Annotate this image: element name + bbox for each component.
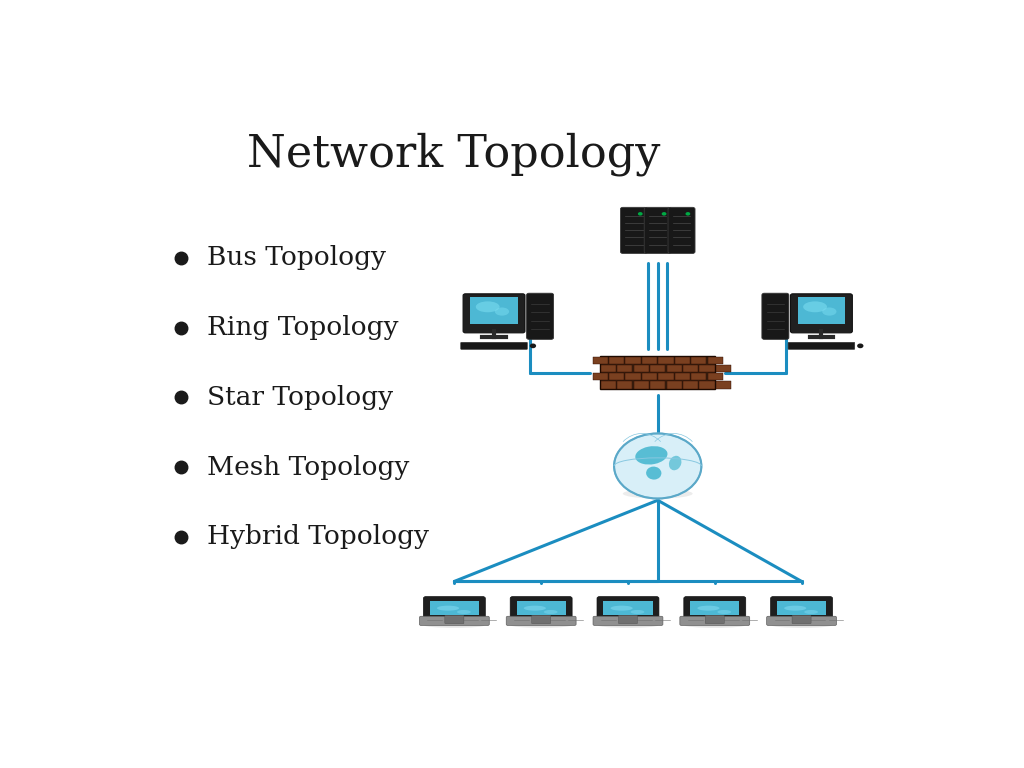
FancyBboxPatch shape — [650, 365, 666, 372]
Text: Hybrid Topology: Hybrid Topology — [207, 525, 429, 549]
FancyBboxPatch shape — [777, 601, 826, 615]
FancyBboxPatch shape — [609, 373, 625, 380]
Ellipse shape — [771, 623, 831, 627]
Ellipse shape — [476, 301, 500, 313]
FancyBboxPatch shape — [531, 615, 551, 624]
Text: Star Topology: Star Topology — [207, 385, 393, 410]
FancyBboxPatch shape — [708, 373, 723, 380]
FancyBboxPatch shape — [593, 357, 608, 364]
FancyBboxPatch shape — [423, 597, 485, 619]
Text: Network Topology: Network Topology — [247, 132, 660, 176]
FancyBboxPatch shape — [470, 296, 518, 324]
Ellipse shape — [544, 610, 558, 614]
Ellipse shape — [631, 610, 644, 614]
FancyBboxPatch shape — [601, 365, 616, 372]
FancyBboxPatch shape — [716, 365, 731, 372]
FancyBboxPatch shape — [650, 382, 666, 389]
Circle shape — [857, 343, 863, 348]
Ellipse shape — [822, 307, 837, 316]
Ellipse shape — [610, 606, 633, 611]
Circle shape — [685, 212, 690, 216]
FancyBboxPatch shape — [603, 601, 652, 615]
FancyBboxPatch shape — [642, 357, 657, 364]
Ellipse shape — [523, 606, 546, 611]
FancyBboxPatch shape — [791, 294, 852, 333]
FancyBboxPatch shape — [706, 615, 724, 624]
Circle shape — [662, 212, 667, 216]
FancyBboxPatch shape — [634, 382, 649, 389]
FancyBboxPatch shape — [642, 373, 657, 380]
FancyBboxPatch shape — [516, 601, 566, 615]
FancyBboxPatch shape — [597, 597, 658, 619]
FancyBboxPatch shape — [683, 365, 698, 372]
FancyBboxPatch shape — [771, 597, 833, 619]
FancyBboxPatch shape — [691, 373, 707, 380]
FancyBboxPatch shape — [626, 357, 641, 364]
Circle shape — [529, 343, 537, 348]
FancyBboxPatch shape — [430, 601, 479, 615]
Ellipse shape — [457, 610, 471, 614]
Ellipse shape — [803, 301, 827, 313]
Text: Ring Topology: Ring Topology — [207, 315, 399, 340]
Ellipse shape — [685, 623, 744, 627]
FancyBboxPatch shape — [788, 343, 855, 349]
FancyBboxPatch shape — [621, 207, 647, 253]
Ellipse shape — [495, 307, 509, 316]
Circle shape — [638, 212, 643, 216]
FancyBboxPatch shape — [675, 357, 690, 364]
FancyBboxPatch shape — [683, 382, 698, 389]
Text: Bus Topology: Bus Topology — [207, 245, 386, 270]
FancyBboxPatch shape — [690, 601, 739, 615]
FancyBboxPatch shape — [667, 365, 682, 372]
FancyBboxPatch shape — [617, 365, 633, 372]
FancyBboxPatch shape — [792, 615, 811, 624]
FancyBboxPatch shape — [684, 597, 745, 619]
FancyBboxPatch shape — [691, 357, 707, 364]
FancyBboxPatch shape — [699, 382, 715, 389]
Ellipse shape — [424, 623, 484, 627]
FancyBboxPatch shape — [601, 382, 616, 389]
FancyBboxPatch shape — [593, 616, 663, 625]
FancyBboxPatch shape — [526, 293, 554, 339]
Ellipse shape — [718, 610, 731, 614]
FancyBboxPatch shape — [716, 382, 731, 389]
FancyBboxPatch shape — [634, 365, 649, 372]
FancyBboxPatch shape — [626, 373, 641, 380]
Ellipse shape — [669, 455, 681, 470]
FancyBboxPatch shape — [600, 356, 715, 389]
Ellipse shape — [646, 467, 662, 479]
FancyBboxPatch shape — [708, 357, 723, 364]
FancyBboxPatch shape — [762, 293, 788, 339]
FancyBboxPatch shape — [680, 616, 750, 625]
FancyBboxPatch shape — [658, 357, 674, 364]
FancyBboxPatch shape — [617, 382, 633, 389]
FancyBboxPatch shape — [658, 373, 674, 380]
FancyBboxPatch shape — [667, 382, 682, 389]
FancyBboxPatch shape — [420, 616, 489, 625]
FancyBboxPatch shape — [618, 615, 638, 624]
Ellipse shape — [635, 446, 668, 465]
FancyBboxPatch shape — [767, 616, 837, 625]
FancyBboxPatch shape — [699, 365, 715, 372]
FancyBboxPatch shape — [506, 616, 577, 625]
FancyBboxPatch shape — [668, 207, 695, 253]
Ellipse shape — [697, 606, 720, 611]
FancyBboxPatch shape — [644, 207, 671, 253]
FancyBboxPatch shape — [675, 373, 690, 380]
Ellipse shape — [623, 488, 692, 498]
FancyBboxPatch shape — [510, 597, 572, 619]
Ellipse shape — [511, 623, 571, 627]
Ellipse shape — [784, 606, 806, 611]
Ellipse shape — [437, 606, 459, 611]
Ellipse shape — [804, 610, 818, 614]
FancyBboxPatch shape — [463, 294, 525, 333]
FancyBboxPatch shape — [593, 373, 608, 380]
FancyBboxPatch shape — [798, 296, 845, 324]
Text: Mesh Topology: Mesh Topology — [207, 455, 410, 479]
FancyBboxPatch shape — [609, 357, 625, 364]
FancyBboxPatch shape — [444, 615, 464, 624]
FancyBboxPatch shape — [461, 343, 527, 349]
Ellipse shape — [598, 623, 658, 627]
Circle shape — [614, 433, 701, 498]
